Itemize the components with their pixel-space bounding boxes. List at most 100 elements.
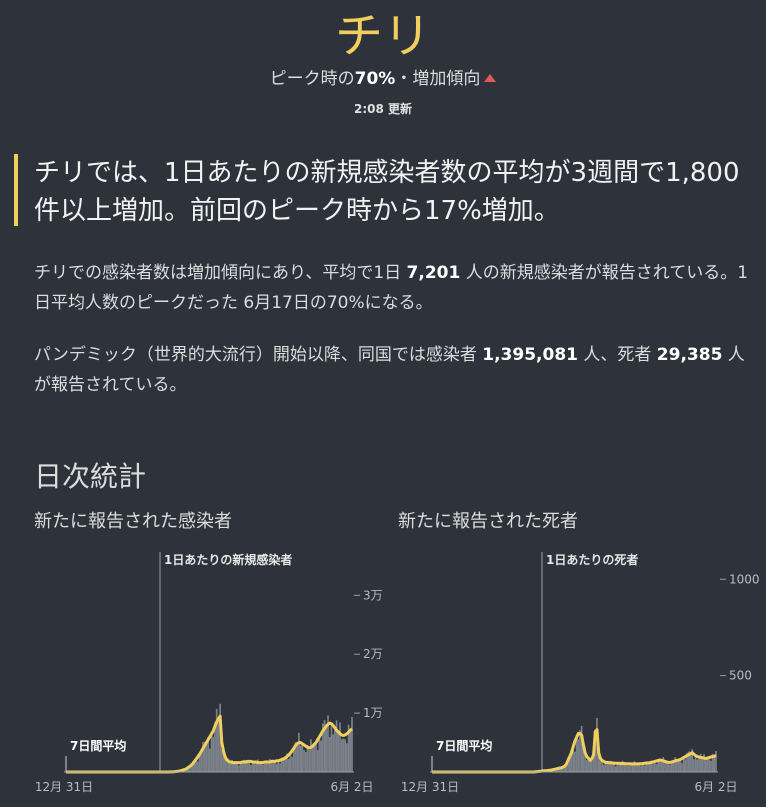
trend-up-icon [484, 74, 497, 82]
y-tick-label: 1000 [729, 572, 760, 586]
daily-bar [575, 737, 578, 772]
daily-bar [241, 762, 244, 772]
updated-time: 2:08 更新 [353, 102, 413, 116]
daily-bar [277, 760, 280, 772]
daily-bar [344, 739, 347, 772]
daily-bar [710, 760, 712, 772]
daily-bar [265, 762, 268, 772]
cases-chart-title: 新たに報告された感染者 [34, 511, 232, 532]
daily-bar [560, 768, 563, 772]
daily-bar [191, 764, 194, 772]
p2-text-a: パンデミック（世界的大流行）開始以降、同国では感染者 [34, 345, 483, 365]
daily-bar [226, 761, 228, 772]
daily-bar [238, 765, 240, 772]
daily-bar [263, 763, 266, 772]
daily-bar [234, 763, 237, 772]
daily-bar [701, 757, 704, 772]
x-label-start: 12月 31日 [401, 780, 459, 794]
daily-bar [667, 764, 670, 772]
daily-bar [681, 762, 683, 772]
daily-bar [222, 753, 225, 772]
section-title: 日次統計 [34, 460, 147, 493]
daily-bar [193, 761, 196, 772]
daily-bar [706, 759, 709, 772]
daily-bar [346, 743, 348, 772]
y-tick-label: 3万 [363, 588, 383, 602]
deaths-chart: 500 1000 1日あたりの死者 7日間平均 12月 31日 6月 2日 [401, 552, 760, 794]
subtitle-suffix: ・増加傾向 [395, 69, 481, 89]
daily-bar [642, 763, 644, 772]
daily-bar [270, 761, 273, 772]
daily-bar [567, 757, 569, 772]
daily-bar [587, 759, 590, 772]
daily-bar [195, 760, 198, 772]
daily-bar [565, 765, 568, 772]
daily-bar [212, 736, 215, 772]
daily-bar [236, 763, 239, 772]
x-label-end: 6月 2日 [694, 780, 737, 794]
daily-bar [713, 756, 716, 772]
daily-bar [299, 745, 302, 772]
daily-bar [310, 739, 312, 772]
annotation-label: 1日あたりの死者 [546, 552, 638, 567]
annotation-label: 1日あたりの新規感染者 [164, 552, 292, 567]
p2-total-deaths: 29,385 [656, 345, 723, 365]
daily-bar [686, 752, 688, 772]
daily-bar [669, 764, 671, 772]
daily-bar [574, 751, 576, 772]
daily-bar [253, 762, 256, 772]
daily-bar [315, 742, 317, 772]
daily-bar [579, 730, 581, 772]
daily-bar [188, 766, 191, 772]
daily-bar [322, 723, 324, 772]
daily-bar [636, 762, 639, 772]
daily-bar [262, 764, 264, 772]
daily-bar [570, 752, 573, 772]
daily-bar [306, 744, 309, 772]
daily-bar [684, 759, 687, 772]
daily-bar [227, 758, 230, 772]
y-tick-label: 2万 [363, 647, 383, 661]
daily-bar [334, 729, 336, 772]
daily-bar [606, 762, 609, 772]
daily-bar [715, 751, 717, 772]
daily-bar [190, 763, 192, 772]
daily-bar [568, 754, 571, 772]
daily-bar [351, 716, 353, 772]
daily-bar [260, 761, 263, 772]
daily-bar [340, 739, 343, 772]
daily-bar [347, 724, 350, 772]
daily-bar [687, 751, 690, 772]
daily-bar [282, 757, 285, 772]
daily-bar [653, 761, 656, 772]
daily-bar [589, 761, 592, 772]
daily-bar [316, 750, 319, 772]
daily-bar [562, 768, 564, 772]
daily-bar [711, 753, 714, 772]
x-label-end: 6月 2日 [330, 780, 373, 794]
p2-text-e: 人が報告されている。 [34, 345, 745, 395]
daily-bar [628, 765, 631, 772]
daily-bar [313, 743, 316, 772]
daily-bar [294, 742, 297, 772]
daily-bar [645, 761, 648, 772]
daily-bar [250, 764, 252, 772]
daily-bar [625, 762, 627, 772]
p1-text-a: チリでの感染者数は増加傾向にあり、平均で1日 [34, 263, 407, 283]
daily-bar [200, 753, 203, 772]
daily-bar [301, 742, 304, 772]
daily-bar [198, 752, 201, 772]
daily-bar [652, 764, 654, 772]
daily-bar [572, 745, 574, 772]
daily-bar [618, 763, 620, 772]
daily-bar [582, 745, 585, 772]
status-subtitle: ピーク時の70%・増加傾向 [0, 66, 766, 92]
x-label-start: 12月 31日 [35, 780, 93, 794]
daily-bar [614, 766, 617, 772]
daily-bar [693, 759, 695, 772]
p1-text-c: 人の新規感染者が報告されている。1日平均人数のピークだった 6月17日の70%に… [34, 263, 749, 313]
daily-bar [580, 725, 583, 772]
daily-bar [327, 715, 329, 772]
daily-bar [708, 759, 711, 772]
daily-bar [703, 754, 705, 772]
